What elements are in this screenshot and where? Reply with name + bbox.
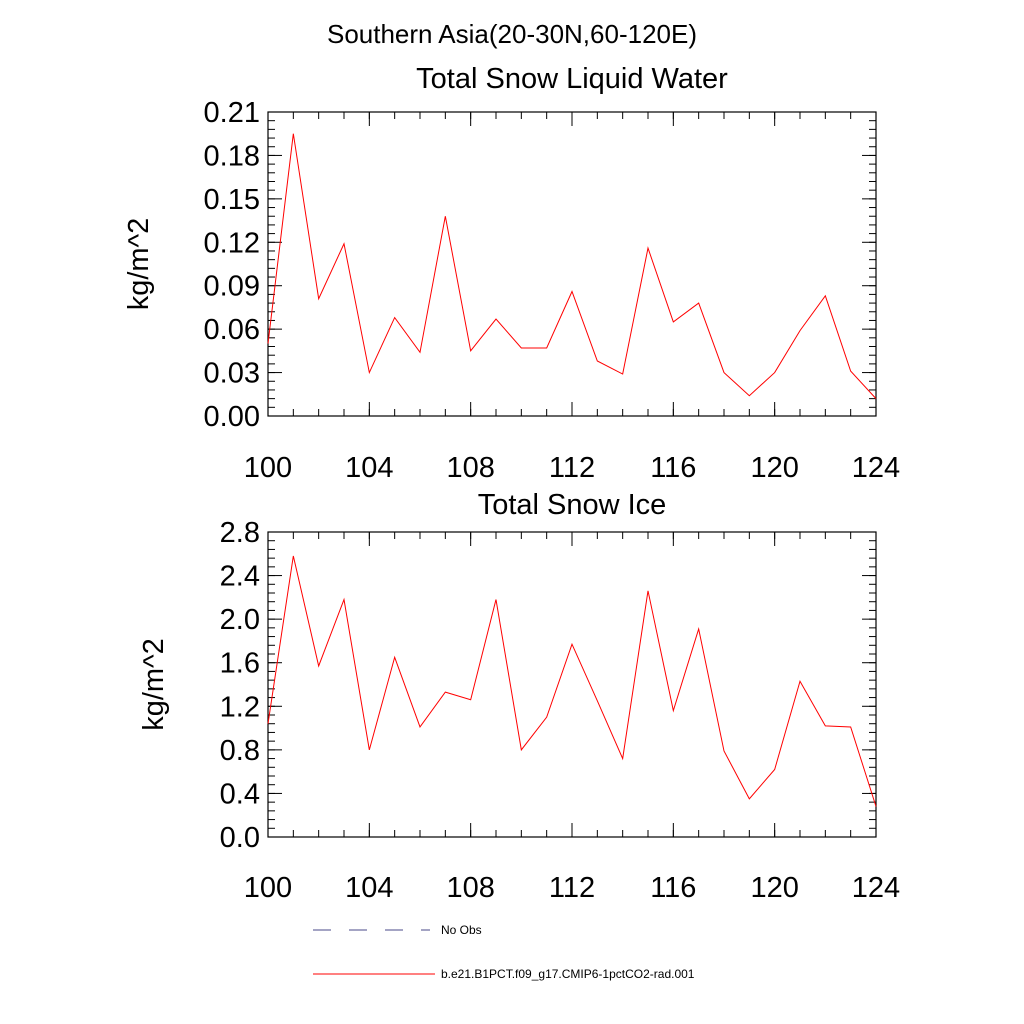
y-tick-label: 0.12 <box>204 227 260 259</box>
legend-label-model-run: b.e21.B1PCT.f09_g17.CMIP6-1pctCO2-rad.00… <box>441 967 695 981</box>
x-tick-label: 108 <box>446 872 494 904</box>
x-tick-label: 112 <box>549 872 595 904</box>
y-tick-label: 0.0 <box>220 822 260 854</box>
y-tick-label: 0.00 <box>204 401 260 433</box>
y-tick-label: 0.03 <box>204 358 260 390</box>
y-axis-label: kg/m^2 <box>138 638 170 731</box>
x-tick-label: 116 <box>650 872 696 904</box>
x-tick-label: 104 <box>345 452 393 484</box>
y-tick-label: 0.09 <box>204 271 260 303</box>
series-line <box>267 555 877 807</box>
x-tick-label: 108 <box>446 452 494 484</box>
y-tick-label: 1.2 <box>220 691 260 723</box>
y-tick-label: 2.0 <box>220 604 260 636</box>
figure-title: Southern Asia(20-30N,60-120E) <box>327 19 697 49</box>
x-tick-label: 100 <box>244 452 292 484</box>
legend: No Obs b.e21.B1PCT.f09_g17.CMIP6-1pctCO2… <box>313 923 695 981</box>
x-tick-label: 120 <box>750 872 798 904</box>
x-tick-label: 100 <box>244 872 292 904</box>
panel-total-snow-liquid-water: Total Snow Liquid Water kg/m^2 100 104 108 11… <box>123 63 900 484</box>
y-tick-label: 0.4 <box>220 778 260 810</box>
x-tick-label: 116 <box>650 452 696 484</box>
y-axis-label: kg/m^2 <box>123 218 155 311</box>
x-tick-label: 124 <box>852 452 900 484</box>
y-tick-label: 2.4 <box>220 561 260 593</box>
x-tick-label: 104 <box>345 872 393 904</box>
x-tick-label: 120 <box>750 452 798 484</box>
panel-title: Total Snow Ice <box>478 489 667 521</box>
plot-frame <box>267 531 877 838</box>
legend-label-no-obs: No Obs <box>441 923 482 937</box>
y-tick-label: 0.15 <box>204 184 260 216</box>
y-tick-label: 2.8 <box>220 517 260 549</box>
y-tick-label: 1.6 <box>220 648 260 680</box>
series-line <box>267 133 877 399</box>
x-tick-label: 112 <box>549 452 595 484</box>
y-tick-label: 0.21 <box>204 97 260 129</box>
y-tick-label: 0.06 <box>204 314 260 346</box>
y-tick-label: 0.8 <box>220 735 260 767</box>
panel-total-snow-ice: Total Snow Ice kg/m^2 100 104 108 112 116 120 12… <box>138 489 900 904</box>
y-tick-label: 0.18 <box>204 140 260 172</box>
panel-title: Total Snow Liquid Water <box>416 63 728 95</box>
x-tick-label: 124 <box>852 872 900 904</box>
plot-frame <box>267 111 877 417</box>
